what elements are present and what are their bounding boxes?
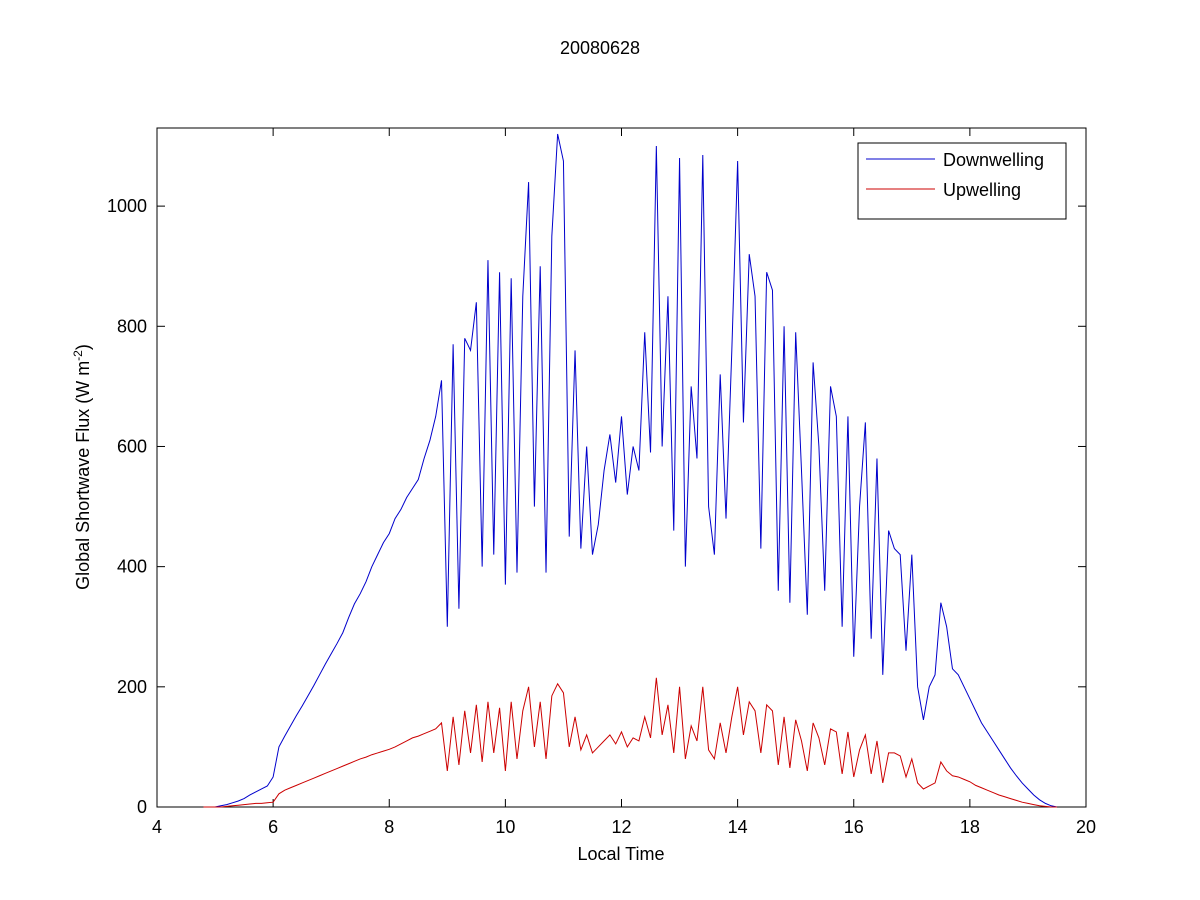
y-axis-label-end: ) xyxy=(73,344,93,350)
y-axis-label-main: Global Shortwave Flux (W m xyxy=(73,361,93,590)
y-tick-label: 0 xyxy=(137,797,147,817)
chart-title: 20080628 xyxy=(560,38,640,58)
y-axis-label-superscript: -2 xyxy=(71,350,85,361)
x-tick-label: 8 xyxy=(384,817,394,837)
x-tick-label: 12 xyxy=(611,817,631,837)
legend-label: Upwelling xyxy=(943,180,1021,200)
x-tick-label: 4 xyxy=(152,817,162,837)
x-tick-label: 6 xyxy=(268,817,278,837)
legend-label: Downwelling xyxy=(943,150,1044,170)
x-tick-label: 14 xyxy=(728,817,748,837)
y-axis-label: Global Shortwave Flux (W m-2) xyxy=(71,344,93,590)
data-line xyxy=(203,677,1057,808)
x-tick-label: 20 xyxy=(1076,817,1096,837)
y-tick-label: 800 xyxy=(117,316,147,336)
y-tick-label: 1000 xyxy=(107,196,147,216)
x-tick-label: 10 xyxy=(495,817,515,837)
x-tick-label: 18 xyxy=(960,817,980,837)
y-tick-label: 200 xyxy=(117,677,147,697)
legend-box xyxy=(857,142,1067,220)
data-line xyxy=(203,133,1058,808)
x-tick-label: 16 xyxy=(844,817,864,837)
y-tick-label: 400 xyxy=(117,557,147,577)
y-tick-label: 600 xyxy=(117,436,147,456)
x-axis-label: Local Time xyxy=(577,844,664,864)
